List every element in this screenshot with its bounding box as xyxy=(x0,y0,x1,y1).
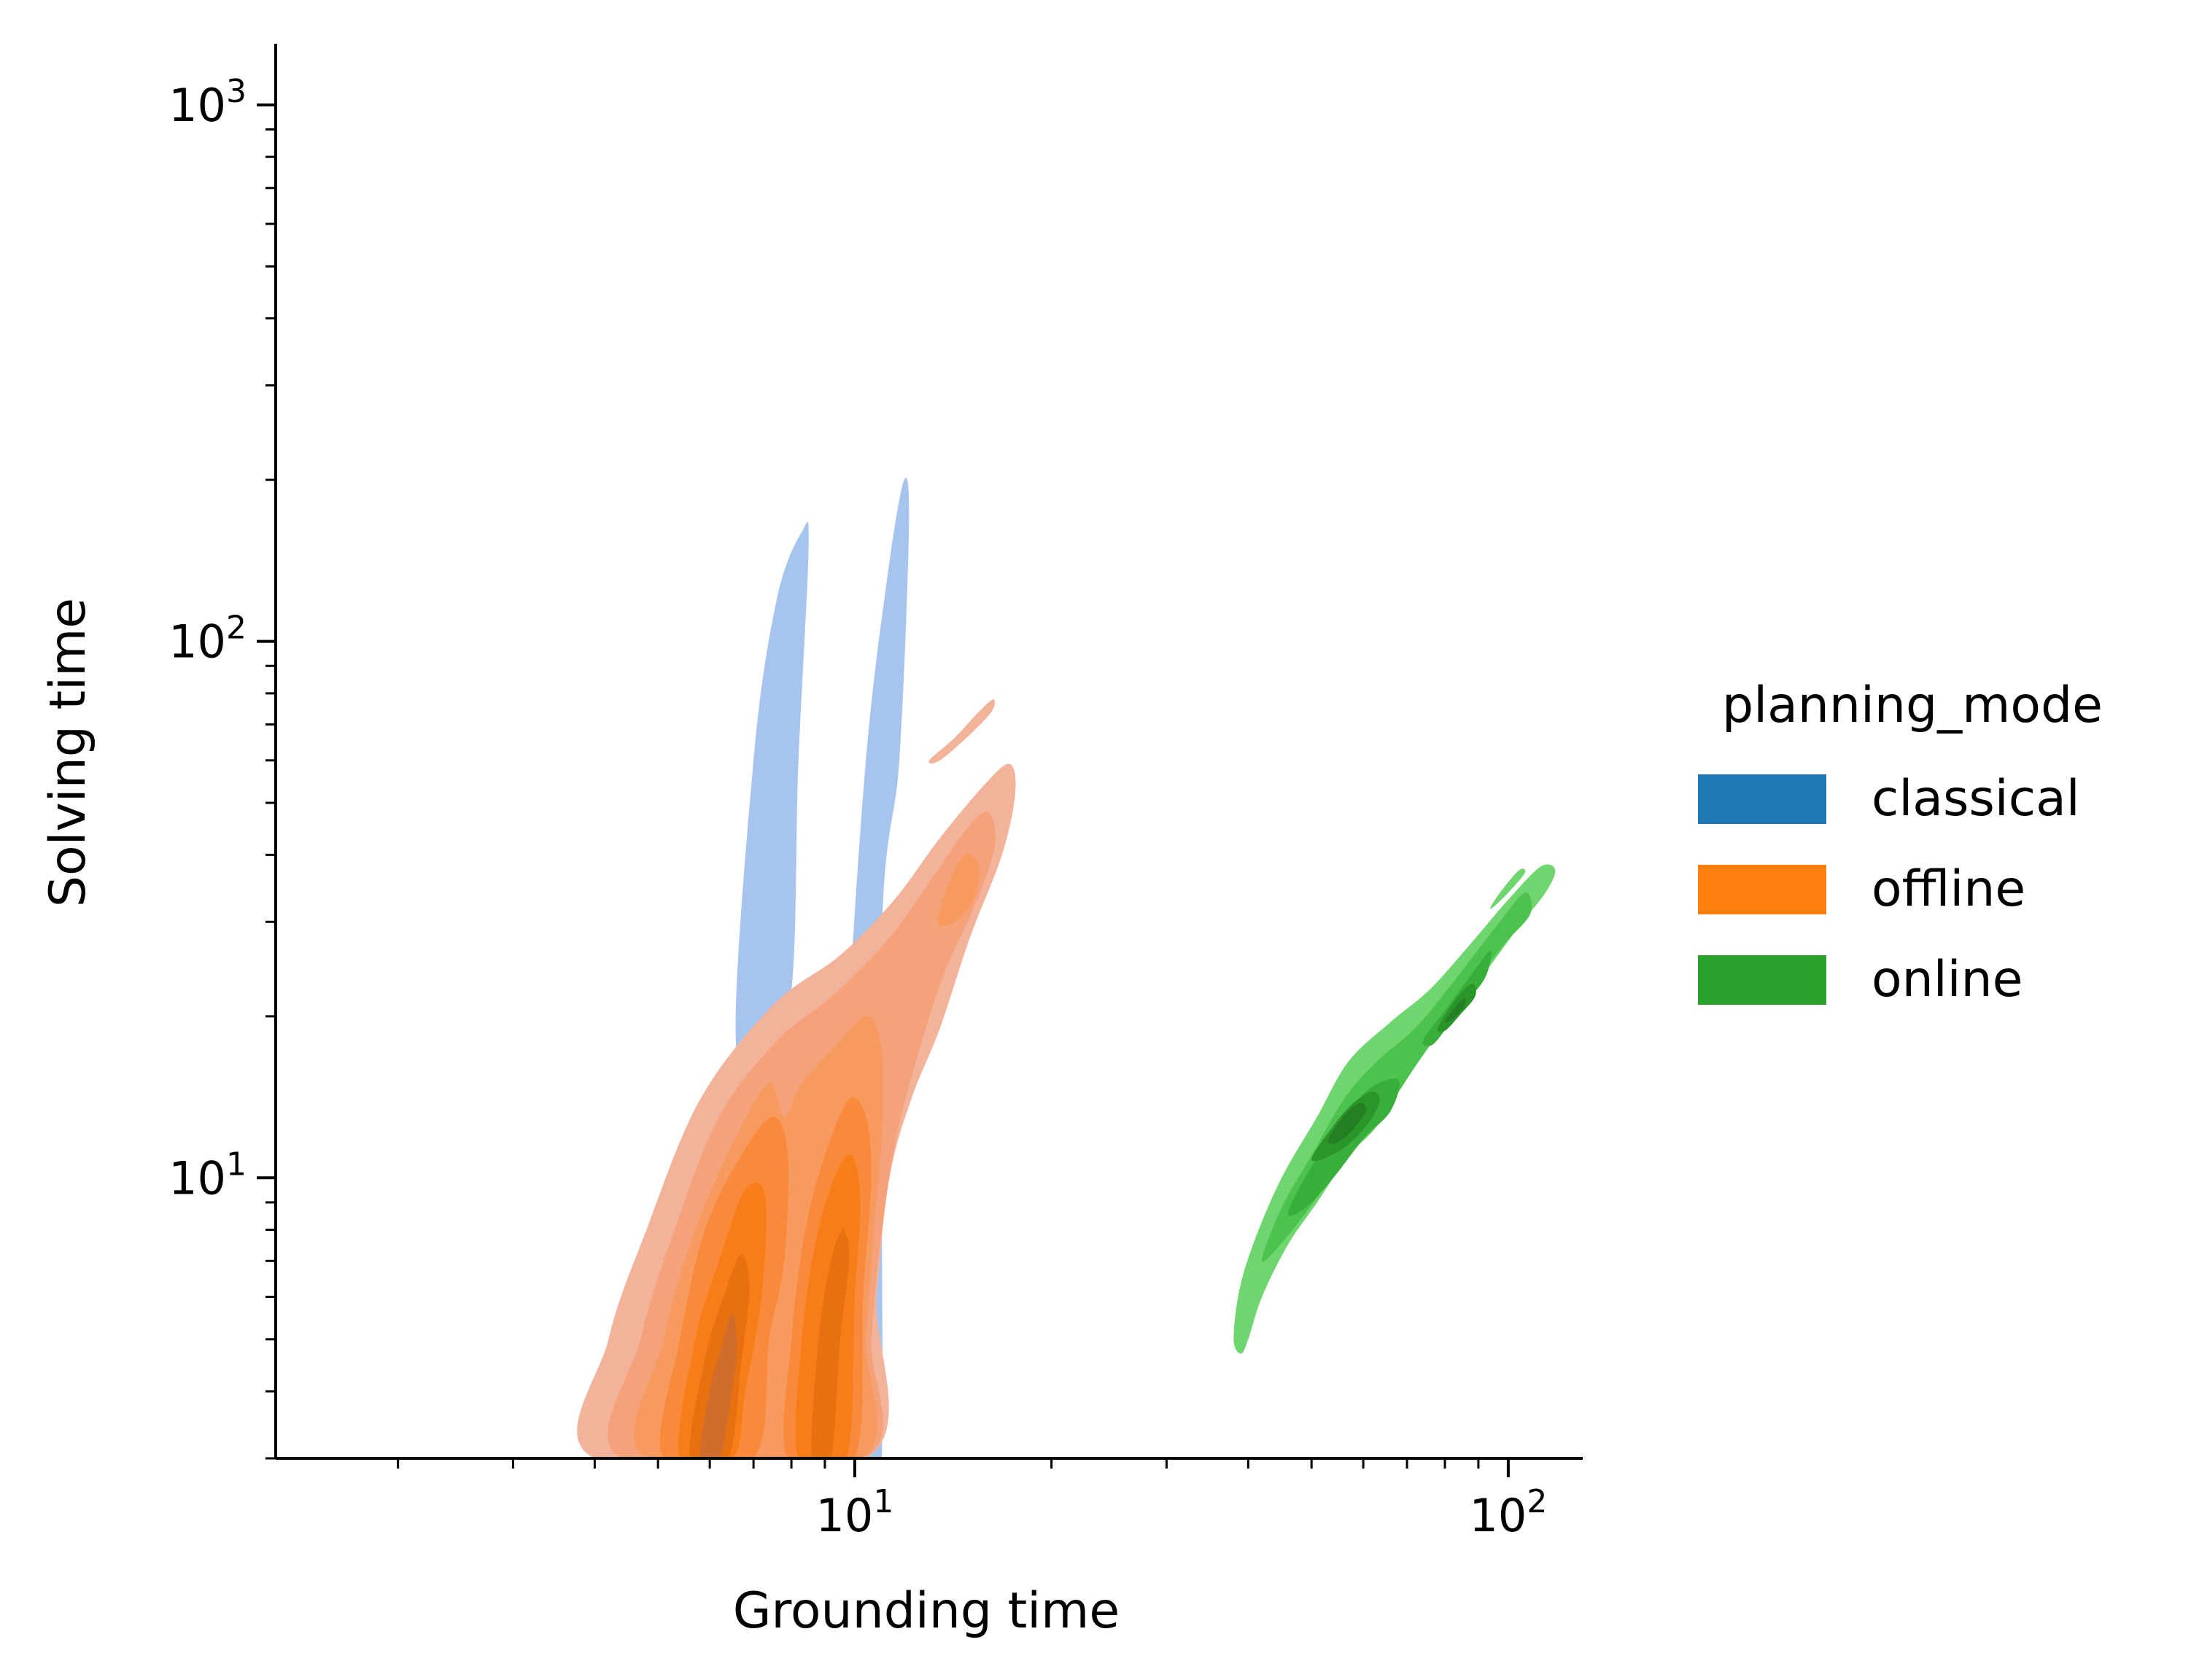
y-tick-label: 103 xyxy=(168,73,247,132)
online-contour-level-8 xyxy=(1327,1102,1366,1144)
offline-contour-level-11 xyxy=(811,1229,850,1458)
contour-layer xyxy=(577,478,1556,1458)
legend-label-offline: offline xyxy=(1872,860,2025,918)
y-axis-label: Solving time xyxy=(39,598,97,907)
legend: planning_mode classical offline online xyxy=(1698,677,2103,1008)
y-tick-label: 101 xyxy=(168,1146,247,1205)
x-axis-label: Grounding time xyxy=(733,1582,1120,1640)
x-tick-label: 101 xyxy=(815,1483,893,1542)
classical-contour-level-1 xyxy=(735,521,809,1075)
online-contour-level-9 xyxy=(1444,998,1466,1023)
offline-contour-level-2 xyxy=(928,699,995,763)
legend-swatch-classical xyxy=(1698,774,1826,824)
legend-title: planning_mode xyxy=(1722,677,2103,734)
series-offline xyxy=(577,699,1016,1458)
y-tick-label: 102 xyxy=(168,610,247,669)
series-online xyxy=(1233,864,1556,1354)
x-tick-label: 102 xyxy=(1469,1483,1547,1542)
legend-label-online: online xyxy=(1872,951,2023,1008)
legend-swatch-online xyxy=(1698,955,1826,1005)
axes: 101 102 101 102 103 xyxy=(168,44,1583,1542)
legend-label-classical: classical xyxy=(1872,770,2080,828)
offline-contour-level-12 xyxy=(699,1312,737,1458)
offline-contour-level-5 xyxy=(937,854,980,926)
online-contour-level-2 xyxy=(1490,868,1526,909)
legend-swatch-offline xyxy=(1698,865,1826,914)
